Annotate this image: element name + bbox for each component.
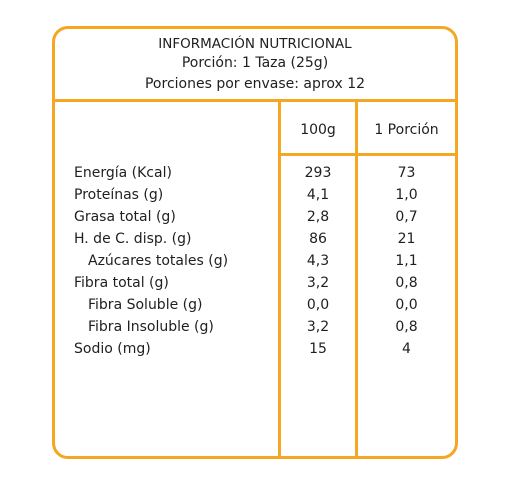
nutrient-value-100g: 3,2: [306, 275, 330, 291]
nutrient-value-serving: 0,7: [395, 209, 418, 225]
serving-size: Porción: 1 Taza (25g): [181, 55, 329, 71]
nutrient-value-serving: 0,8: [395, 275, 418, 291]
nutrient-name: Fibra total (g): [74, 275, 169, 291]
column-divider-left: [278, 99, 281, 456]
nutrient-row-insoluble-fiber: Fibra Insoluble (g) 3,2 0,8: [55, 316, 455, 338]
label-header: INFORMACIÓN NUTRICIONAL Porción: 1 Taza …: [55, 29, 455, 102]
nutrient-name: Fibra Soluble (g): [88, 297, 203, 313]
nutrient-name: Sodio (mg): [74, 341, 151, 357]
nutrient-value-100g: 86: [309, 231, 327, 247]
nutrient-name: Proteínas (g): [74, 187, 164, 203]
nutrient-value-serving: 0,8: [395, 319, 418, 335]
column-header-divider: [278, 153, 455, 156]
nutrient-row-energy: Energía (Kcal) 293 73: [55, 162, 455, 184]
nutrient-name: H. de C. disp. (g): [74, 231, 192, 247]
nutrient-row-total-fiber: Fibra total (g) 3,2 0,8: [55, 272, 455, 294]
nutrient-row-total-fat: Grasa total (g) 2,8 0,7: [55, 206, 455, 228]
column-header-serving: 1 Porción: [374, 122, 439, 138]
nutrient-name: Grasa total (g): [74, 209, 176, 225]
column-divider-right: [355, 99, 358, 456]
nutrient-value-100g: 2,8: [306, 209, 330, 225]
nutrient-row-sodium: Sodio (mg) 15 4: [55, 338, 455, 360]
nutrient-row-carbohydrates: H. de C. disp. (g) 86 21: [55, 228, 455, 250]
nutrient-value-100g: 0,0: [306, 297, 330, 313]
nutrient-value-100g: 293: [304, 165, 332, 181]
nutrient-row-soluble-fiber: Fibra Soluble (g) 0,0 0,0: [55, 294, 455, 316]
servings-per-container: Porciones por envase: aprox 12: [144, 76, 366, 92]
nutrient-name: Energía (Kcal): [74, 165, 172, 181]
column-header-100g: 100g: [300, 122, 336, 138]
nutrient-value-100g: 4,3: [306, 253, 330, 269]
nutrient-name: Azúcares totales (g): [88, 253, 229, 269]
nutrient-value-serving: 1,0: [395, 187, 418, 203]
nutrient-value-100g: 4,1: [306, 187, 330, 203]
nutrient-value-100g: 15: [309, 341, 327, 357]
nutrient-value-serving: 73: [397, 165, 416, 181]
nutrient-row-total-sugars: Azúcares totales (g) 4,3 1,1: [55, 250, 455, 272]
nutrient-value-serving: 21: [397, 231, 416, 247]
nutrient-value-serving: 1,1: [395, 253, 418, 269]
nutrition-facts-label: INFORMACIÓN NUTRICIONAL Porción: 1 Taza …: [52, 26, 458, 459]
label-title: INFORMACIÓN NUTRICIONAL: [158, 36, 352, 52]
nutrient-row-protein: Proteínas (g) 4,1 1,0: [55, 184, 455, 206]
nutrient-value-serving: 4: [402, 341, 411, 357]
nutrient-value-serving: 0,0: [395, 297, 418, 313]
nutrient-value-100g: 3,2: [306, 319, 330, 335]
nutrient-name: Fibra Insoluble (g): [88, 319, 214, 335]
